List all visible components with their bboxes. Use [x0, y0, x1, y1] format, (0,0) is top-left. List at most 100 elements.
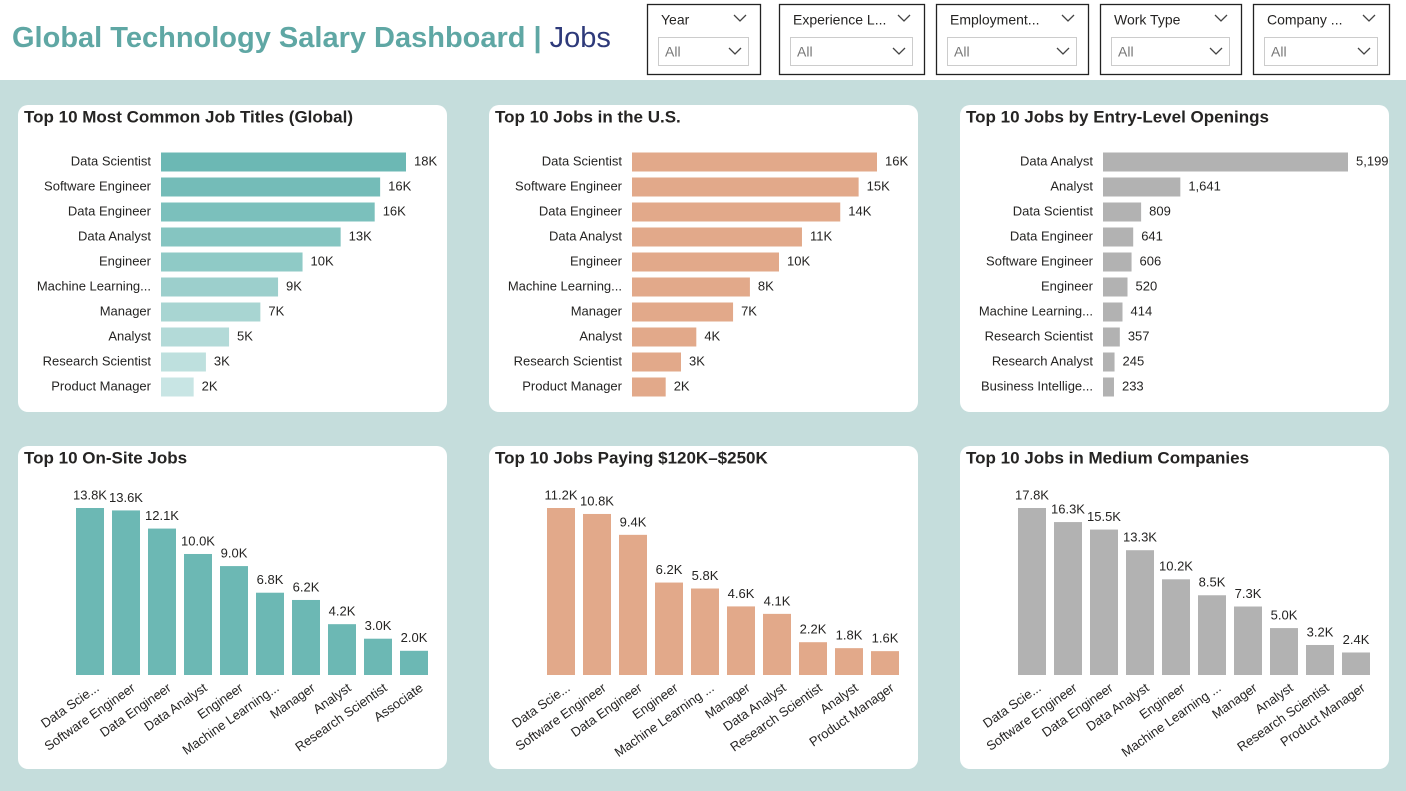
- bar: [632, 177, 859, 197]
- bar: [1103, 302, 1123, 322]
- value-label: 10.8K: [580, 493, 614, 508]
- column: [727, 606, 755, 675]
- value-label: 1,641: [1188, 178, 1221, 193]
- category-label: Business Intellige...: [981, 378, 1093, 393]
- value-label: 7K: [741, 303, 757, 318]
- chart-panel: Top 10 Jobs by Entry-Level Openings Data …: [960, 105, 1389, 412]
- column: [220, 566, 248, 675]
- filter-slicer[interactable]: Experience L... All: [778, 3, 926, 76]
- chart-title: Top 10 On-Site Jobs: [24, 448, 187, 467]
- value-label: 15K: [867, 178, 890, 193]
- column: [364, 638, 392, 675]
- column: [547, 508, 575, 675]
- slicer-label: Work Type: [1114, 12, 1181, 28]
- column: [1018, 508, 1046, 675]
- value-label: 5K: [237, 328, 253, 343]
- value-label: 11K: [810, 228, 832, 243]
- column: [871, 651, 899, 675]
- value-label: 6.2K: [293, 579, 320, 594]
- slicer-label: Company ...: [1267, 12, 1342, 28]
- value-label: 10K: [311, 253, 334, 268]
- bar: [1103, 327, 1120, 347]
- value-label: 9.0K: [221, 546, 248, 561]
- slicer-label: Employment...: [950, 12, 1039, 28]
- bar: [632, 302, 734, 322]
- value-label: 10.2K: [1159, 559, 1193, 574]
- category-label: Engineer: [1041, 278, 1094, 293]
- column: [1306, 644, 1334, 675]
- filter-slicer[interactable]: Year All: [646, 3, 762, 76]
- slicer-value: All: [1271, 44, 1287, 60]
- category-label: Machine Learning...: [508, 278, 622, 293]
- value-label: 233: [1122, 378, 1144, 393]
- bar: [1103, 377, 1114, 397]
- category-label: Engineer: [570, 253, 623, 268]
- category-label: Data Engineer: [539, 203, 623, 218]
- value-label: 9.4K: [620, 514, 647, 529]
- column: [1162, 579, 1190, 675]
- value-label: 5,199: [1356, 153, 1389, 168]
- slicer-dropdown[interactable]: [1264, 37, 1378, 66]
- column: [76, 508, 104, 675]
- category-label: Analyst: [108, 328, 151, 343]
- chevron: [1362, 14, 1376, 22]
- bar: [632, 227, 802, 247]
- slicer-dropdown[interactable]: [790, 37, 913, 66]
- slicer-value: All: [797, 44, 813, 60]
- value-label: 13.8K: [73, 487, 107, 502]
- filter-slicer[interactable]: Company ... All: [1252, 3, 1391, 76]
- column: [1054, 522, 1082, 675]
- value-label: 641: [1141, 228, 1163, 243]
- category-label: Research Analyst: [992, 353, 1094, 368]
- value-label: 520: [1136, 278, 1158, 293]
- filter-slicer[interactable]: Employment... All: [935, 3, 1090, 76]
- value-label: 15.5K: [1087, 509, 1121, 524]
- column: [184, 553, 212, 675]
- value-label: 5.0K: [1271, 608, 1298, 623]
- value-label: 16K: [388, 178, 411, 193]
- category-label: Research Scientist: [985, 328, 1094, 343]
- slicer-dropdown[interactable]: [1111, 37, 1230, 66]
- chart-panel: Top 10 Most Common Job Titles (Global) Da…: [18, 105, 447, 412]
- category-label: Data Engineer: [1010, 228, 1094, 243]
- bar: [632, 277, 750, 297]
- column: [619, 534, 647, 675]
- value-label: 6.8K: [257, 572, 284, 587]
- value-label: 13.6K: [109, 490, 143, 505]
- chart-title: Top 10 Most Common Job Titles (Global): [24, 107, 353, 126]
- value-label: 11.2K: [544, 487, 577, 502]
- value-label: 4.2K: [329, 604, 356, 619]
- bar: [1103, 202, 1142, 222]
- chevron: [892, 47, 906, 55]
- slicer-dropdown[interactable]: [658, 37, 749, 66]
- value-label: 2.4K: [1343, 632, 1370, 647]
- category-label: Manager: [100, 303, 152, 318]
- value-label: 9K: [286, 278, 302, 293]
- bar: [161, 277, 279, 297]
- value-label: 6.2K: [656, 562, 683, 577]
- header-title: Global Technology Salary Dashboard | Jobs: [12, 22, 611, 54]
- value-label: 4.1K: [764, 593, 791, 608]
- category-label: Manager: [571, 303, 623, 318]
- column: [328, 624, 356, 675]
- value-label: 7.3K: [1235, 586, 1262, 601]
- filter-slicer[interactable]: Work Type All: [1099, 3, 1243, 76]
- bar: [161, 202, 375, 222]
- value-label: 3K: [214, 353, 230, 368]
- value-label: 17.8K: [1015, 487, 1049, 502]
- bar: [161, 302, 261, 322]
- bar: [632, 152, 877, 172]
- value-label: 14K: [848, 203, 871, 218]
- chevron: [728, 47, 742, 55]
- slicer-label: Experience L...: [793, 12, 886, 28]
- value-label: 3K: [689, 353, 705, 368]
- bar: [161, 377, 194, 397]
- bar: [1103, 177, 1181, 197]
- slicer-value: All: [665, 44, 681, 60]
- slicer-dropdown[interactable]: [947, 37, 1077, 66]
- category-label: Data Engineer: [68, 203, 152, 218]
- bar: [161, 227, 341, 247]
- value-label: 16K: [383, 203, 406, 218]
- value-label: 13.3K: [1123, 530, 1157, 545]
- category-label: Research Scientist: [514, 353, 623, 368]
